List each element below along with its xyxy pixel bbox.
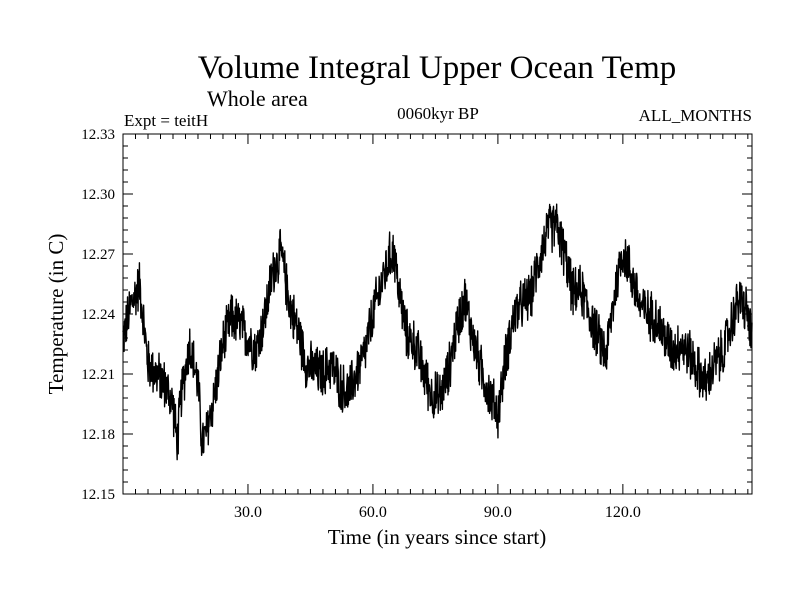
x-tick-label: 60.0: [359, 504, 387, 521]
x-tick-label: 90.0: [484, 504, 512, 521]
x-tick-label: 120.0: [605, 504, 641, 521]
chart-title: Volume Integral Upper Ocean Temp: [198, 50, 676, 86]
y-tick-label: 12.27: [81, 247, 115, 263]
plot-frame: [122, 133, 753, 495]
chart-subtitle: Whole area: [207, 86, 308, 111]
x-tick-label: 30.0: [234, 504, 262, 521]
y-tick-label: 12.33: [81, 127, 115, 143]
x-axis-label: Time (in years since start): [328, 525, 547, 549]
y-axis-label: Temperature (in C): [44, 234, 68, 395]
experiment-label: Expt = teitH: [124, 111, 208, 130]
series-line-temperature: [122, 203, 753, 461]
y-tick-label: 12.24: [81, 307, 115, 323]
y-tick-label: 12.15: [81, 487, 115, 503]
months-label: ALL_MONTHS: [639, 106, 752, 125]
y-tick-labels: 12.15 12.18 12.21 12.24 12.27 12.30 12.33: [81, 127, 115, 503]
period-label: 0060kyr BP: [397, 104, 479, 123]
x-tick-labels: 30.0 60.0 90.0 120.0: [234, 504, 641, 521]
axis-ticks: [123, 134, 752, 494]
y-tick-label: 12.18: [81, 427, 115, 443]
y-tick-label: 12.21: [81, 367, 115, 383]
y-tick-label: 12.30: [81, 187, 115, 203]
